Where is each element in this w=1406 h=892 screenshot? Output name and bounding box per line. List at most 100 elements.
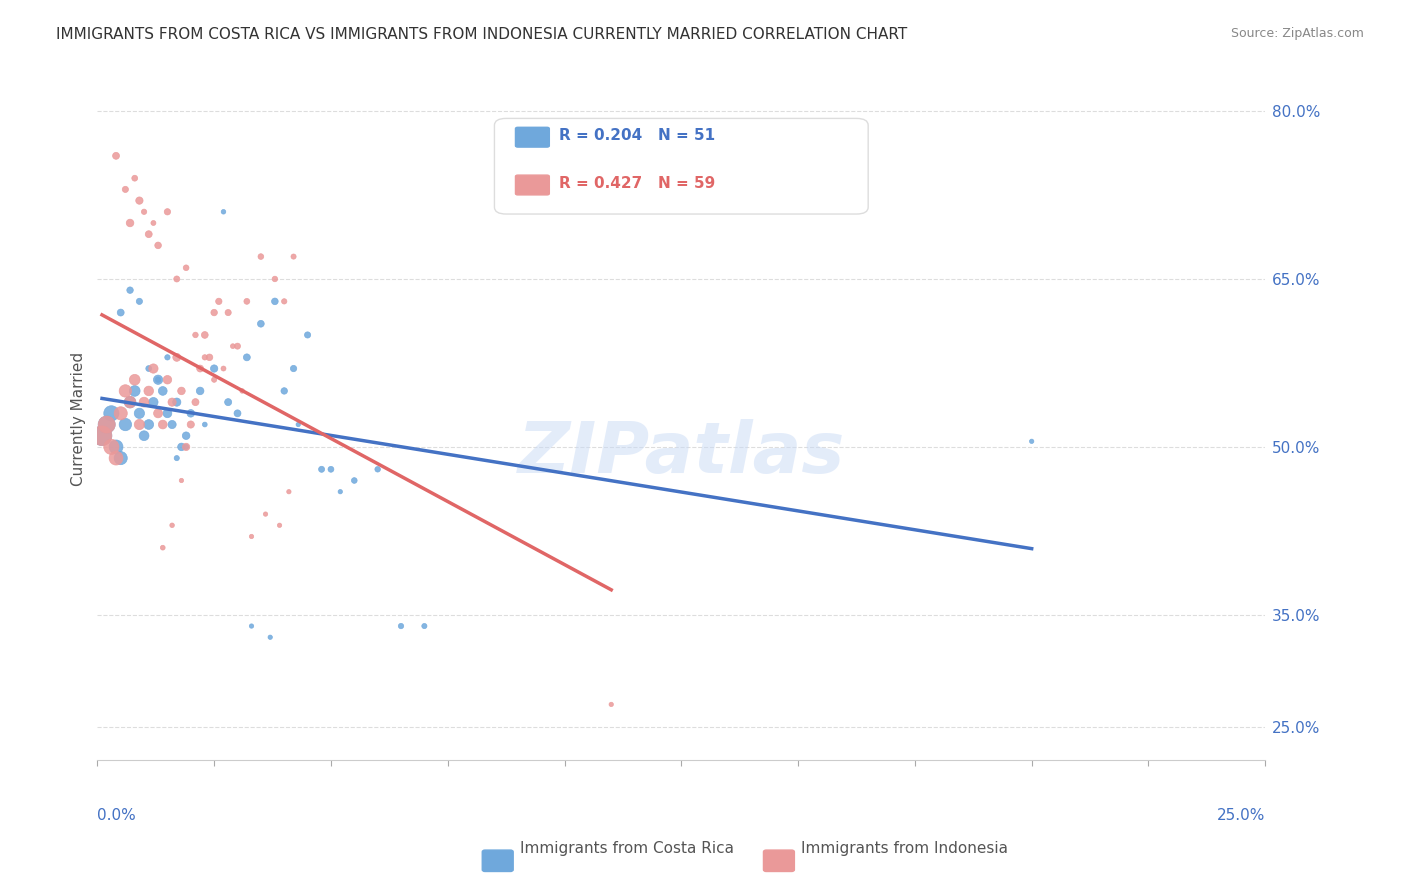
- Point: [212, 204, 235, 219]
- Point: [170, 384, 193, 398]
- Point: [146, 373, 169, 387]
- Point: [343, 474, 366, 488]
- Point: [118, 395, 141, 409]
- Point: [389, 619, 412, 633]
- Point: [96, 417, 118, 432]
- Text: R = 0.204   N = 51: R = 0.204 N = 51: [558, 128, 714, 143]
- Point: [226, 406, 249, 420]
- Point: [128, 417, 150, 432]
- Point: [174, 428, 197, 442]
- Point: [114, 384, 136, 398]
- Point: [208, 294, 231, 309]
- FancyBboxPatch shape: [495, 119, 868, 214]
- Point: [413, 619, 436, 633]
- Point: [152, 384, 174, 398]
- Point: [124, 171, 146, 186]
- Text: IMMIGRANTS FROM COSTA RICA VS IMMIGRANTS FROM INDONESIA CURRENTLY MARRIED CORREL: IMMIGRANTS FROM COSTA RICA VS IMMIGRANTS…: [56, 27, 907, 42]
- Point: [174, 440, 197, 454]
- Point: [138, 361, 160, 376]
- Point: [128, 194, 150, 208]
- Point: [118, 216, 141, 230]
- Point: [319, 462, 342, 476]
- Point: [250, 317, 273, 331]
- Point: [259, 630, 281, 644]
- Point: [217, 305, 239, 319]
- Point: [100, 406, 122, 420]
- Point: [146, 238, 169, 252]
- Point: [152, 541, 174, 555]
- Point: [128, 406, 150, 420]
- Point: [142, 395, 165, 409]
- Point: [118, 395, 141, 409]
- Point: [105, 149, 128, 163]
- Point: [174, 260, 197, 275]
- Point: [194, 417, 217, 432]
- Point: [110, 305, 132, 319]
- Point: [283, 250, 305, 264]
- Point: [142, 361, 165, 376]
- Point: [1021, 434, 1043, 449]
- Point: [217, 395, 239, 409]
- Point: [297, 328, 319, 343]
- Point: [283, 361, 305, 376]
- Point: [110, 406, 132, 420]
- Point: [100, 440, 122, 454]
- Point: [250, 250, 273, 264]
- Point: [118, 283, 141, 297]
- Point: [160, 417, 183, 432]
- Point: [287, 417, 309, 432]
- Point: [180, 406, 202, 420]
- Point: [240, 619, 263, 633]
- Point: [114, 182, 136, 196]
- Point: [188, 361, 211, 376]
- Point: [226, 339, 249, 353]
- Y-axis label: Currently Married: Currently Married: [72, 351, 86, 486]
- Point: [269, 518, 291, 533]
- Point: [146, 406, 169, 420]
- Point: [202, 361, 225, 376]
- FancyBboxPatch shape: [516, 175, 550, 195]
- Point: [202, 373, 225, 387]
- Point: [170, 474, 193, 488]
- Point: [110, 451, 132, 466]
- Point: [273, 384, 295, 398]
- Point: [240, 529, 263, 543]
- Text: Source: ZipAtlas.com: Source: ZipAtlas.com: [1230, 27, 1364, 40]
- Point: [105, 440, 128, 454]
- Point: [600, 698, 623, 712]
- Point: [105, 451, 128, 466]
- Point: [236, 351, 259, 365]
- Point: [222, 339, 245, 353]
- Point: [166, 395, 188, 409]
- Point: [124, 373, 146, 387]
- Point: [311, 462, 333, 476]
- Point: [132, 395, 155, 409]
- Point: [146, 373, 169, 387]
- Point: [138, 384, 160, 398]
- Text: ZIPatlas: ZIPatlas: [517, 418, 845, 488]
- Point: [124, 384, 146, 398]
- Point: [166, 272, 188, 286]
- Point: [180, 417, 202, 432]
- Point: [132, 428, 155, 442]
- Point: [156, 373, 179, 387]
- Point: [156, 351, 179, 365]
- Text: 0.0%: 0.0%: [97, 808, 136, 823]
- Point: [188, 384, 211, 398]
- Point: [91, 428, 114, 442]
- Point: [170, 440, 193, 454]
- Point: [156, 204, 179, 219]
- Point: [277, 484, 299, 499]
- Point: [194, 351, 217, 365]
- Point: [367, 462, 389, 476]
- FancyBboxPatch shape: [516, 128, 550, 147]
- Point: [138, 227, 160, 242]
- Point: [184, 328, 207, 343]
- Point: [166, 351, 188, 365]
- Text: Immigrants from Indonesia: Immigrants from Indonesia: [801, 841, 1008, 856]
- Point: [254, 507, 277, 521]
- Point: [263, 272, 285, 286]
- Text: Immigrants from Costa Rica: Immigrants from Costa Rica: [520, 841, 734, 856]
- Point: [128, 294, 150, 309]
- Point: [263, 294, 285, 309]
